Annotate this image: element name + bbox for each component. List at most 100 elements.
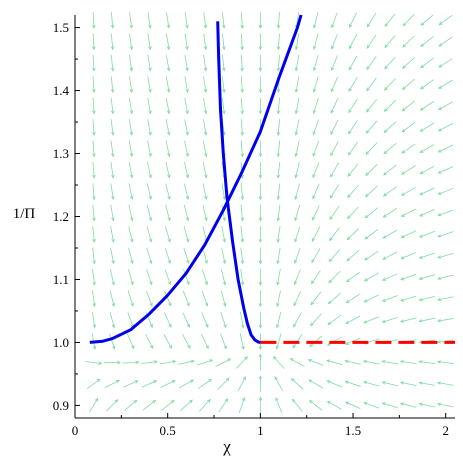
field-arrow — [362, 359, 380, 365]
field-arrow — [348, 55, 358, 71]
field-arrow — [294, 226, 301, 243]
field-arrow — [383, 164, 397, 176]
field-arrow — [124, 399, 138, 411]
field-arrow — [436, 360, 454, 364]
field-arrow — [366, 13, 377, 28]
field-arrow — [436, 381, 454, 386]
field-arrow — [203, 33, 208, 51]
field-arrow — [110, 76, 115, 94]
field-arrow — [141, 360, 159, 364]
field-arrow — [418, 381, 436, 386]
field-arrow — [381, 359, 399, 365]
field-arrow — [142, 399, 157, 411]
field-arrow — [363, 272, 379, 282]
field-arrow — [418, 296, 436, 302]
field-arrow — [123, 380, 139, 388]
field-arrow — [272, 355, 285, 369]
field-arrow — [420, 14, 434, 26]
field-arrow — [328, 249, 341, 263]
field-arrow — [240, 204, 245, 222]
field-arrow — [146, 247, 153, 265]
field-arrow — [312, 33, 319, 51]
field-arrow — [402, 14, 415, 27]
field-arrow — [437, 252, 454, 259]
field-arrow — [147, 76, 152, 94]
field-arrow — [294, 183, 300, 200]
field-arrow — [401, 121, 416, 133]
field-arrow — [258, 76, 263, 94]
field-arrow — [331, 12, 338, 29]
y-tick-label: 1.3 — [53, 146, 69, 161]
field-arrow — [165, 226, 171, 243]
field-arrow — [128, 140, 134, 158]
field-arrow — [418, 252, 435, 259]
field-arrow — [146, 269, 153, 286]
field-arrow — [178, 359, 195, 365]
field-arrow — [348, 98, 358, 114]
field-arrow — [203, 119, 208, 136]
field-arrow — [240, 119, 244, 136]
field-arrow — [258, 226, 263, 244]
x-tick-label: 1.5 — [345, 423, 361, 438]
field-arrow — [166, 12, 171, 29]
y-tick-label: 1.4 — [53, 83, 70, 98]
field-arrow — [294, 54, 300, 72]
field-arrow — [400, 273, 417, 281]
field-arrow — [346, 250, 360, 262]
field-arrow — [110, 33, 115, 51]
field-arrow — [363, 401, 380, 409]
field-arrow — [165, 183, 171, 200]
field-arrow — [184, 12, 189, 29]
field-arrow — [203, 54, 208, 72]
field-arrow — [110, 247, 115, 265]
field-arrow — [217, 377, 230, 390]
field-arrow — [128, 119, 134, 136]
field-arrow — [159, 359, 177, 365]
field-arrow — [164, 269, 172, 286]
field-arrow — [165, 54, 171, 72]
field-arrow — [129, 76, 134, 94]
field-arrow — [141, 380, 158, 388]
field-arrow — [161, 399, 175, 411]
field-arrow — [147, 33, 152, 51]
field-arrow — [381, 402, 398, 409]
field-arrow — [240, 226, 245, 243]
field-arrow — [239, 311, 245, 329]
field-arrow — [400, 186, 416, 196]
field-arrow — [418, 360, 436, 365]
field-arrow — [182, 333, 191, 350]
field-arrow — [110, 119, 115, 136]
field-arrow — [294, 204, 301, 222]
field-arrow — [92, 161, 96, 179]
field-arrow — [362, 380, 380, 387]
field-arrow — [276, 204, 281, 222]
field-arrow — [310, 291, 322, 306]
field-arrow — [147, 12, 152, 29]
field-arrow — [290, 378, 304, 390]
field-arrow — [275, 311, 282, 329]
field-arrow — [258, 33, 263, 51]
field-arrow — [420, 57, 434, 69]
field-arrow — [184, 140, 190, 158]
field-arrow — [419, 122, 435, 132]
field-arrow — [384, 35, 396, 49]
field-arrow — [239, 333, 245, 350]
field-arrow — [437, 166, 454, 174]
field-arrow — [347, 141, 359, 156]
field-arrow — [312, 55, 319, 72]
field-arrow — [381, 273, 398, 281]
field-arrow — [293, 269, 301, 286]
field-arrow — [104, 360, 121, 365]
field-arrow — [200, 333, 209, 350]
field-arrow — [240, 54, 244, 72]
field-arrow — [220, 333, 227, 350]
field-arrow — [163, 333, 172, 349]
field-arrow — [127, 269, 134, 286]
field-arrow — [146, 226, 153, 243]
field-arrow — [438, 58, 453, 68]
field-arrow — [240, 268, 245, 286]
y-axis-label: 1/Π — [13, 206, 36, 222]
field-arrow — [438, 79, 453, 89]
field-arrow — [276, 269, 281, 286]
field-arrow — [197, 359, 214, 366]
